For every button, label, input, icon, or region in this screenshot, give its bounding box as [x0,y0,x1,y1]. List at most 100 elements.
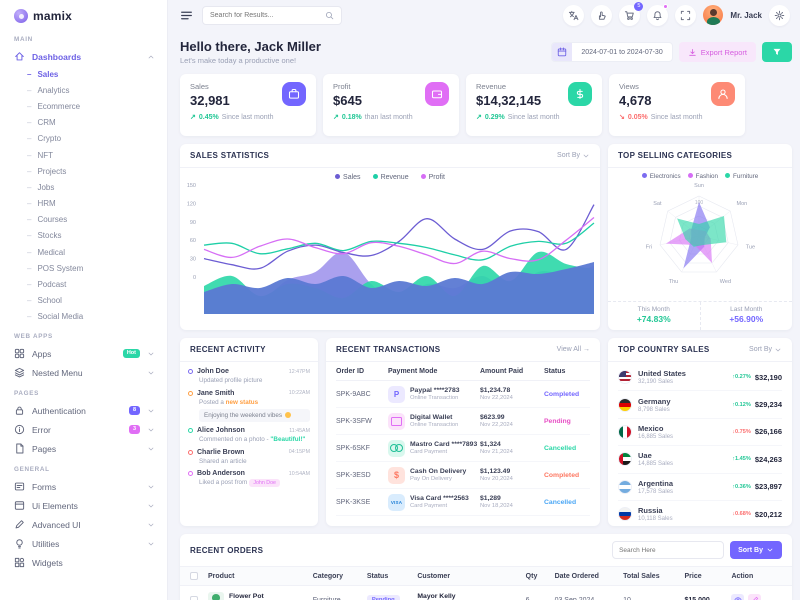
country-row: Germany 8,798 Sales ↑0.12% $29,234 [618,391,782,419]
sidebar-subitem[interactable]: – POS System [27,263,84,273]
sidebar-subitem-label: School [37,296,62,306]
sidebar-item[interactable]: Apps Hot [0,344,167,363]
row-checkbox[interactable] [190,596,198,600]
sidebar-subitem[interactable]: – Courses [27,215,68,225]
calendar-icon [557,47,567,57]
cart-button[interactable]: 5 [619,1,644,26]
kpi-delta-note: Since last month [221,113,274,121]
sidebar-item[interactable]: Pages [0,439,167,458]
sidebar-subitem[interactable]: – School [27,296,62,306]
brand-logo-icon [14,9,28,23]
home-icon [14,51,25,62]
sidebar-item[interactable]: Authentication 8 [0,401,167,420]
sidebar-subitem[interactable]: – Crypto [27,134,62,144]
user-avatar[interactable] [703,5,724,25]
sidebar-item[interactable]: Widgets [0,553,167,572]
language-button[interactable] [563,4,585,26]
kpi-label: Profit [333,82,351,91]
chevdown-icon [147,369,155,377]
notifications-button[interactable] [647,3,669,26]
sidebar-subitem-label: Analytics [37,85,70,95]
sidebar-subitem[interactable]: – NFT [27,150,54,160]
sidebar-subitem-label: Jobs [37,182,55,192]
sidebar-item[interactable]: Advanced UI [0,515,167,534]
smiley-emoji-icon [285,412,292,418]
menu-toggle-icon[interactable] [180,9,193,22]
main-area: 5 Mr. Jack Hello there, Jack Miller Let'… [168,0,800,600]
orders-search-input[interactable] [619,546,718,554]
brand[interactable]: mamix [0,0,167,28]
sidebar-subitem-label: Medical [37,247,66,257]
sidebar-subitem[interactable]: – Ecommerce [27,101,81,111]
chevup-icon [147,53,155,61]
svg-text:30: 30 [190,257,196,263]
search-input[interactable] [210,11,320,19]
page-subtitle: Let's make today a productive one! [180,56,297,65]
chevdown-icon [147,502,155,510]
info-icon [14,424,25,435]
activity-item: Jane Smith 10:22AM Posted a new status E… [188,390,310,422]
sidebar-item-dashboards[interactable]: Dashboards [0,47,167,66]
view-order-button[interactable] [731,593,745,600]
sidebar-subitem[interactable]: – Projects [27,166,67,176]
orders-search[interactable] [612,541,725,559]
sidebar-item[interactable]: Forms [0,477,167,496]
sidebar-badge: 3 [128,424,140,435]
orders-sort-button[interactable]: Sort By [730,541,782,559]
line-chart-legend: Sales Revenue Profit [180,168,600,181]
sidebar-subitem[interactable]: – Podcast [27,280,67,290]
country-sort[interactable]: Sort By [749,346,782,354]
sales-statistics-sort[interactable]: Sort By [557,152,590,160]
export-report-button[interactable]: Export Report [678,42,756,62]
activity-item: Bob Anderson 10:54AM Liked a post from Jo… [188,470,310,487]
filter-button[interactable] [762,42,792,62]
layers-icon [14,367,25,378]
country-row: Uae 14,885 Sales ↑1.45% $24,263 [618,446,782,474]
sidebar-subitem[interactable]: – Social Media [27,312,84,322]
sidebar-item[interactable]: Ui Elements [0,496,167,515]
country-row: United States 32,190 Sales ↑0.27% $32,190 [618,364,782,392]
country-row: Argentina 17,578 Sales ↑0.36% $23,897 [618,474,782,501]
gesture-button[interactable] [591,4,613,26]
sidebar-subitem[interactable]: – Stocks [27,231,62,241]
fullscreen-button[interactable] [675,4,697,26]
expand-icon [680,10,691,21]
payment-method-icon [388,466,405,484]
sidebar-subitem[interactable]: – Jobs [27,182,55,192]
kpi-icon-wrap [282,82,306,106]
legend-dot [641,173,647,178]
sidebar-subitem[interactable]: – Medical [27,247,66,257]
activity-ring [188,428,193,433]
date-range-picker[interactable]: 2024-07-01 to 2024-07-30 [551,42,673,62]
notification-dot [663,3,669,9]
sidebar-item[interactable]: Nested Menu [0,363,167,382]
sidebar-subitem[interactable]: – Analytics [27,85,70,95]
kpi-card: Profit $645 ↗ 0.18% than last month [323,74,459,136]
kpi-delta-note: than last month [364,113,413,121]
top-country-sales-card: TOP COUNTRY SALES Sort By United States 3… [608,338,792,526]
select-all-checkbox[interactable] [190,572,198,580]
kpi-label: Sales [190,82,209,91]
view-all-link[interactable]: View All → [556,346,590,353]
kpi-icon-wrap [425,82,449,106]
cart-badge: 5 [634,1,644,11]
kpi-delta-note: Since last month [507,113,560,121]
activity-tag[interactable]: John Doe [249,479,280,487]
top-selling-title: TOP SELLING CATEGORIES [618,151,733,160]
order-status-badge: Pending [366,595,400,600]
sidebar-subitem[interactable]: – CRM [27,118,56,128]
transaction-row: SPK-6SKF Mastro Card ****7893 Card Paymen… [336,435,590,462]
sidebar-subitem[interactable]: – Sales [27,69,59,79]
sidebar-item[interactable]: Utilities [0,534,167,553]
kpi-label: Revenue [476,82,507,91]
edit-order-button[interactable] [748,593,762,600]
global-search[interactable] [202,5,342,25]
chevdown-icon [147,483,155,491]
country-flag [618,397,632,412]
settings-button[interactable] [769,4,790,26]
sidebar-subitem[interactable]: – HRM [27,199,56,209]
kpi-value: $14,32,145 [476,93,542,108]
chevdown-icon [582,152,590,160]
sidebar-item[interactable]: Error 3 [0,420,167,439]
recent-transactions-card: RECENT TRANSACTIONS View All → Order ID … [326,338,600,526]
